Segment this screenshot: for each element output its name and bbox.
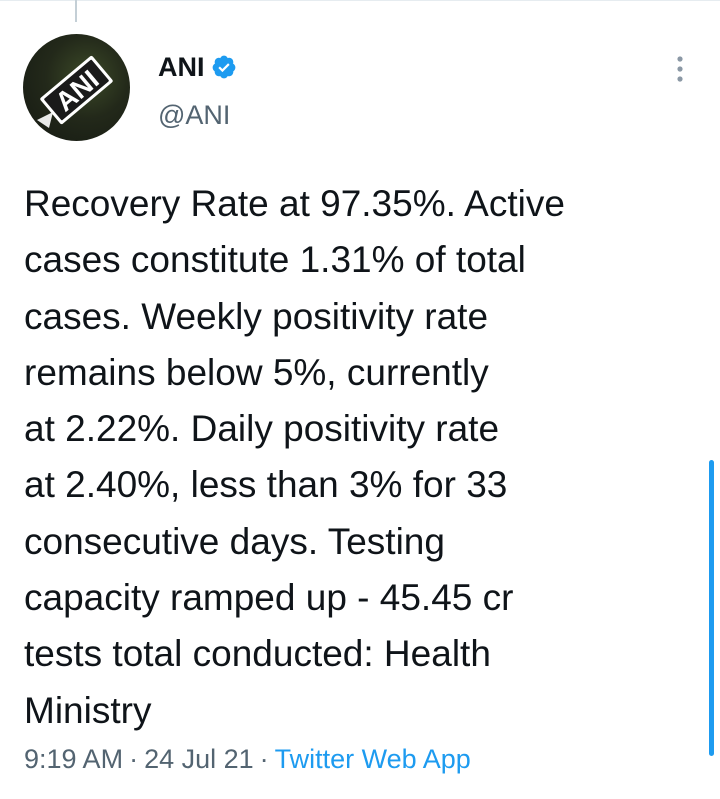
tweet-date[interactable]: 24 Jul 21 [144,744,254,774]
ani-logo: ANI [37,55,113,128]
meta-separator: · [259,744,269,774]
top-divider [0,0,720,1]
tweet-time[interactable]: 9:19 AM [24,744,124,774]
author-display-name[interactable]: ANI [158,52,205,82]
meta-separator: · [129,744,139,774]
avatar[interactable]: ANI [23,34,130,141]
more-options-button[interactable] [669,52,691,86]
scrollbar-thumb[interactable] [709,460,714,756]
author-name-row[interactable]: ANI [158,50,237,84]
verified-badge-icon [212,55,235,79]
tweet-metadata: 9:19 AM · 24 Jul 21 · Twitter Web App [24,742,471,776]
author-handle[interactable]: @ANI [158,100,231,130]
more-vertical-icon [677,56,683,82]
thread-connector-line [75,0,77,22]
tweet-text: Recovery Rate at 97.35%. Active cases co… [24,183,565,731]
tweet-source-link[interactable]: Twitter Web App [274,744,471,774]
